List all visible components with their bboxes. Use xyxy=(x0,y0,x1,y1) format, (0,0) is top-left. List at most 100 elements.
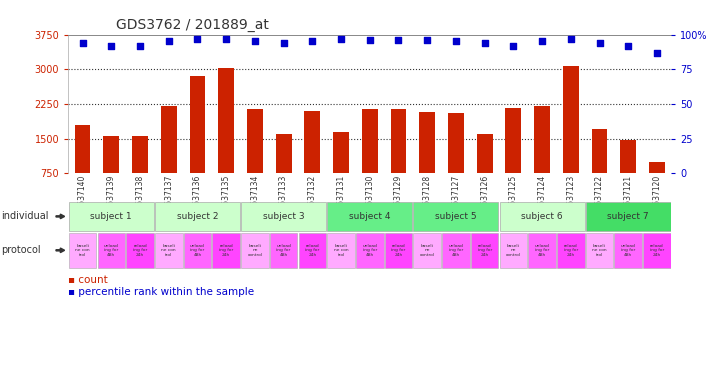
Text: GSM537124: GSM537124 xyxy=(538,175,546,221)
Bar xyxy=(557,233,584,268)
Point xyxy=(508,43,519,49)
Bar xyxy=(327,202,412,230)
Text: baseli
ne con
trol: baseli ne con trol xyxy=(592,244,607,257)
Bar xyxy=(276,134,292,173)
Point xyxy=(192,36,203,42)
Text: subject 3: subject 3 xyxy=(263,212,304,221)
Text: GSM537125: GSM537125 xyxy=(509,175,518,221)
Bar xyxy=(304,111,320,173)
Text: protocol: protocol xyxy=(1,245,40,255)
Bar xyxy=(98,233,125,268)
Bar xyxy=(218,68,234,173)
Bar xyxy=(362,109,378,173)
Text: baseli
ne con
trol: baseli ne con trol xyxy=(334,244,348,257)
Bar xyxy=(448,113,464,173)
Text: GSM537138: GSM537138 xyxy=(136,175,144,221)
Text: baseli
ne
control: baseli ne control xyxy=(506,244,521,257)
Bar xyxy=(126,233,154,268)
Point xyxy=(220,36,232,42)
Text: subject 1: subject 1 xyxy=(90,212,132,221)
Text: unload
ing for
48h: unload ing for 48h xyxy=(621,244,635,257)
Text: unload
ing for
48h: unload ing for 48h xyxy=(535,244,549,257)
Text: unload
ing for
48h: unload ing for 48h xyxy=(276,244,291,257)
Bar xyxy=(586,202,671,230)
Point xyxy=(335,36,347,42)
Bar xyxy=(161,106,177,173)
Text: GSM537135: GSM537135 xyxy=(222,175,230,221)
Bar xyxy=(241,233,269,268)
Point xyxy=(163,38,174,45)
Point xyxy=(623,43,634,49)
Text: reload
ing for
24h: reload ing for 24h xyxy=(133,244,147,257)
Bar xyxy=(414,202,498,230)
Point xyxy=(651,50,663,56)
Point xyxy=(77,40,88,46)
Bar xyxy=(471,233,498,268)
Text: GDS3762 / 201889_at: GDS3762 / 201889_at xyxy=(116,18,269,32)
Point xyxy=(536,38,548,45)
Text: GSM537120: GSM537120 xyxy=(653,175,661,221)
Point xyxy=(134,43,146,49)
Point xyxy=(307,38,318,45)
Bar xyxy=(534,106,550,173)
Bar xyxy=(414,233,441,268)
Text: GSM537130: GSM537130 xyxy=(365,175,374,221)
Text: GSM537140: GSM537140 xyxy=(78,175,87,221)
Bar xyxy=(247,109,263,173)
Text: GSM537126: GSM537126 xyxy=(480,175,489,221)
Bar xyxy=(419,112,435,173)
Bar xyxy=(155,202,240,230)
Bar xyxy=(155,233,182,268)
Bar xyxy=(592,129,607,173)
Point xyxy=(594,40,605,46)
Text: GSM537122: GSM537122 xyxy=(595,175,604,221)
Point xyxy=(278,40,289,46)
Text: GSM537136: GSM537136 xyxy=(193,175,202,221)
Point xyxy=(393,37,404,43)
Bar xyxy=(327,233,355,268)
Text: GSM537133: GSM537133 xyxy=(279,175,288,221)
Bar xyxy=(69,233,96,268)
Bar xyxy=(528,233,556,268)
Text: reload
ing for
24h: reload ing for 24h xyxy=(564,244,578,257)
Bar xyxy=(586,233,613,268)
Text: reload
ing for
24h: reload ing for 24h xyxy=(477,244,492,257)
Text: unload
ing for
48h: unload ing for 48h xyxy=(363,244,377,257)
Point xyxy=(565,36,577,42)
Bar xyxy=(75,125,90,173)
Text: baseli
ne
control: baseli ne control xyxy=(248,244,262,257)
Text: GSM537128: GSM537128 xyxy=(423,175,432,221)
Text: ▪ count: ▪ count xyxy=(68,275,108,285)
Bar xyxy=(184,233,211,268)
Point xyxy=(106,43,117,49)
Text: unload
ing for
48h: unload ing for 48h xyxy=(449,244,463,257)
Bar xyxy=(103,136,119,173)
Bar xyxy=(270,233,297,268)
Bar xyxy=(190,76,205,173)
Text: GSM537123: GSM537123 xyxy=(567,175,575,221)
Bar xyxy=(241,202,326,230)
Text: baseli
ne
control: baseli ne control xyxy=(420,244,434,257)
Text: GSM537129: GSM537129 xyxy=(394,175,403,221)
Text: GSM537131: GSM537131 xyxy=(337,175,345,221)
Bar xyxy=(213,233,240,268)
Bar xyxy=(299,233,326,268)
Bar xyxy=(649,162,665,173)
Text: reload
ing for
24h: reload ing for 24h xyxy=(305,244,320,257)
Point xyxy=(364,37,376,43)
Text: individual: individual xyxy=(1,212,48,222)
Bar xyxy=(563,66,579,173)
Text: GSM537137: GSM537137 xyxy=(164,175,173,221)
Bar xyxy=(505,108,521,173)
Text: ▪ percentile rank within the sample: ▪ percentile rank within the sample xyxy=(68,287,254,297)
Text: subject 4: subject 4 xyxy=(349,212,391,221)
Bar xyxy=(615,233,642,268)
Bar xyxy=(477,134,493,173)
Text: GSM537121: GSM537121 xyxy=(624,175,633,221)
Text: GSM537134: GSM537134 xyxy=(251,175,259,221)
Text: unload
ing for
48h: unload ing for 48h xyxy=(190,244,205,257)
Bar xyxy=(643,233,671,268)
Text: GSM537139: GSM537139 xyxy=(107,175,116,221)
Bar xyxy=(620,139,636,173)
Bar xyxy=(69,202,154,230)
